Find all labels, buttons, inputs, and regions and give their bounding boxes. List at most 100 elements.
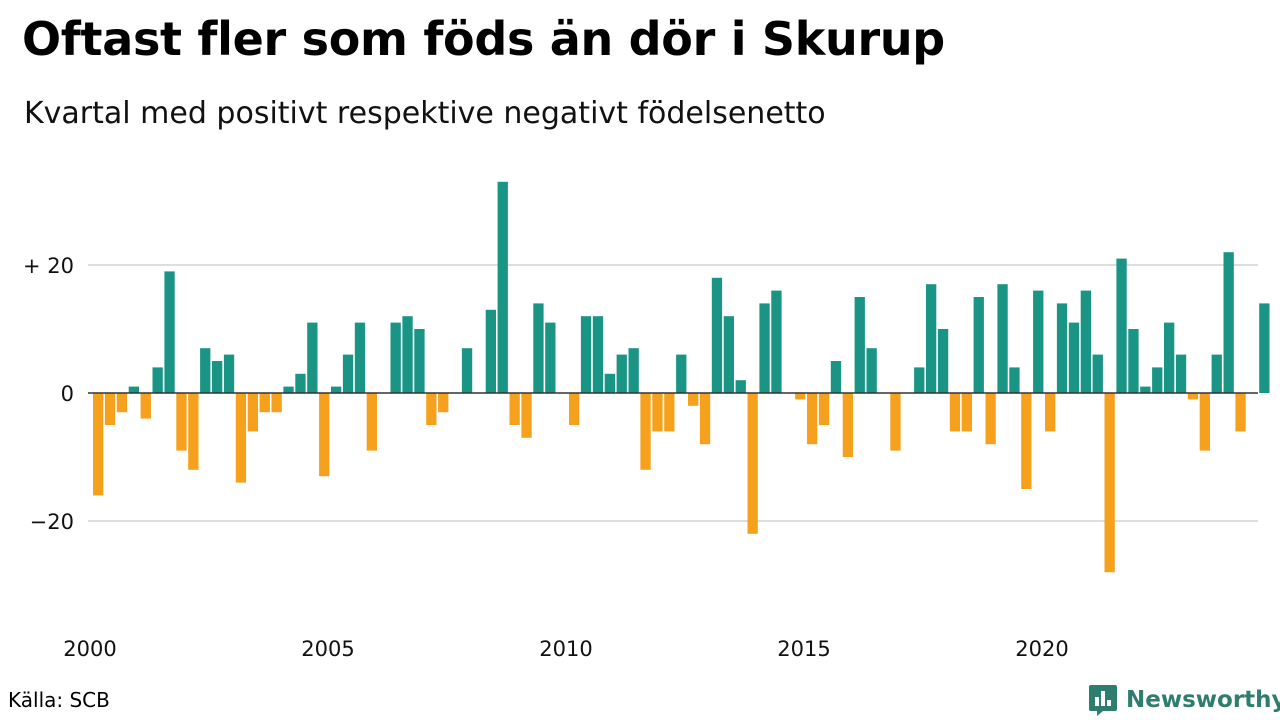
bar [866,348,877,393]
bar [735,380,746,393]
x-tick-label: 2005 [301,637,354,661]
bar [926,284,937,393]
bar [533,303,544,393]
bar [223,354,235,393]
newsworthy-logo-icon [1089,685,1117,716]
bar [521,393,532,438]
bar [592,316,604,393]
bar [1223,252,1234,393]
bar [271,393,282,413]
bar [1164,322,1175,393]
bar [688,393,699,406]
bar [1056,303,1068,393]
bar [1068,322,1080,393]
bar [307,322,318,393]
bar [212,361,223,393]
bars [93,181,1270,573]
x-axis-labels: 2000 2005 2010 2015 2020 [63,637,1068,661]
x-tick-label: 2020 [1015,637,1068,661]
bar [1021,393,1032,489]
bar [200,348,211,393]
bar [1033,290,1044,393]
bar [93,393,104,496]
bar [1187,393,1199,400]
bar [235,393,247,483]
y-tick-label: 0 [61,382,74,406]
brand[interactable]: Newsworthy [1088,683,1280,717]
bar [818,393,830,425]
bar [295,373,306,393]
grid-lines [88,264,1258,522]
bar [390,322,401,393]
brand-name: Newsworthy [1126,687,1280,713]
bar [747,393,758,534]
bar [652,393,663,432]
x-tick-label: 2000 [63,637,116,661]
bar [914,367,925,393]
bar [604,373,615,393]
bar [259,393,270,413]
chart-title: Oftast fler som föds än dör i Skurup [22,12,945,66]
bar [331,386,342,393]
bar [854,297,865,393]
bar [580,316,592,393]
bar [699,393,711,445]
bar [1080,290,1091,393]
bar [545,322,556,393]
bar [104,393,116,425]
bar [569,393,580,425]
bar [128,386,139,393]
chart-subtitle: Kvartal med positivt respektive negativt… [24,96,826,131]
bar [319,393,330,477]
bar [283,386,294,393]
bar [616,354,627,393]
bar [664,393,675,432]
bar [949,393,961,432]
x-tick-label: 2010 [539,637,592,661]
bar [1116,258,1127,393]
bar [1009,367,1020,393]
bar [890,393,901,451]
bar [164,271,175,393]
bar [509,393,520,425]
bar [1045,393,1056,432]
bar [461,348,473,393]
bar [1092,354,1103,393]
bar [1211,354,1222,393]
bar [354,322,366,393]
bar [438,393,449,413]
bar [937,329,949,393]
bar [973,297,984,393]
bar [342,354,354,393]
bar [1175,354,1187,393]
bar [628,348,639,393]
bar [485,309,496,393]
bar [985,393,996,445]
bar [830,361,842,393]
bar [402,316,413,393]
y-tick-label: −20 [30,510,74,534]
bar [1128,329,1139,393]
bar [759,303,770,393]
bar [1235,393,1246,432]
bar [140,393,151,419]
bar [1152,367,1163,393]
bar [676,354,687,393]
bar [961,393,972,432]
bar [640,393,651,470]
bar [152,367,163,393]
y-tick-label: + 20 [23,254,74,278]
bar [188,393,199,470]
bar [1259,303,1270,393]
y-axis-labels: + 20 0 −20 [23,254,74,534]
bar [807,393,818,445]
bar [1199,393,1210,451]
bar [723,316,734,393]
bar [842,393,853,457]
bar [247,393,258,432]
bar [414,329,425,393]
bar [497,181,508,393]
bar [426,393,437,425]
bar [116,393,128,413]
bar [176,393,187,451]
